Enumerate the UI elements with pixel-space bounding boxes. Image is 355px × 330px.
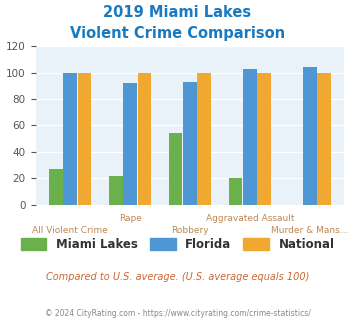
Bar bbox=[197, 73, 211, 205]
Bar bbox=[243, 69, 257, 205]
Text: © 2024 CityRating.com - https://www.cityrating.com/crime-statistics/: © 2024 CityRating.com - https://www.city… bbox=[45, 309, 310, 317]
Bar bbox=[303, 67, 317, 205]
Bar bbox=[183, 82, 197, 205]
Bar bbox=[137, 73, 151, 205]
Bar bbox=[63, 73, 77, 205]
Bar bbox=[123, 83, 137, 205]
Bar bbox=[78, 73, 92, 205]
Bar bbox=[169, 133, 182, 205]
Legend: Miami Lakes, Florida, National: Miami Lakes, Florida, National bbox=[16, 233, 339, 255]
Bar bbox=[49, 169, 63, 205]
Text: All Violent Crime: All Violent Crime bbox=[32, 226, 108, 235]
Text: Murder & Mans...: Murder & Mans... bbox=[271, 226, 348, 235]
Text: Aggravated Assault: Aggravated Assault bbox=[206, 214, 294, 223]
Text: 2019 Miami Lakes: 2019 Miami Lakes bbox=[103, 5, 252, 20]
Bar bbox=[109, 176, 122, 205]
Bar bbox=[229, 178, 242, 205]
Text: Rape: Rape bbox=[119, 214, 142, 223]
Text: Compared to U.S. average. (U.S. average equals 100): Compared to U.S. average. (U.S. average … bbox=[46, 272, 309, 282]
Bar bbox=[317, 73, 331, 205]
Text: Violent Crime Comparison: Violent Crime Comparison bbox=[70, 26, 285, 41]
Text: Robbery: Robbery bbox=[171, 226, 209, 235]
Bar bbox=[257, 73, 271, 205]
